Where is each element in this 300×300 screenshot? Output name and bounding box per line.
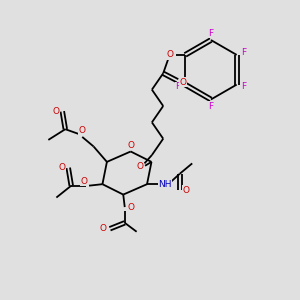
Text: O: O	[100, 224, 107, 233]
Text: O: O	[183, 186, 190, 195]
Text: F: F	[242, 48, 247, 57]
Text: O: O	[167, 50, 174, 59]
Text: F: F	[242, 82, 247, 91]
Text: O: O	[127, 202, 134, 211]
Text: O: O	[180, 78, 187, 87]
Text: O: O	[52, 107, 59, 116]
Text: O: O	[136, 162, 143, 171]
Text: O: O	[80, 177, 87, 186]
Text: O: O	[78, 127, 85, 136]
Text: O: O	[58, 163, 65, 172]
Text: NH: NH	[158, 180, 172, 189]
Text: F: F	[208, 102, 214, 111]
Text: F: F	[208, 29, 214, 38]
Text: O: O	[127, 141, 134, 150]
Text: F: F	[175, 82, 180, 91]
